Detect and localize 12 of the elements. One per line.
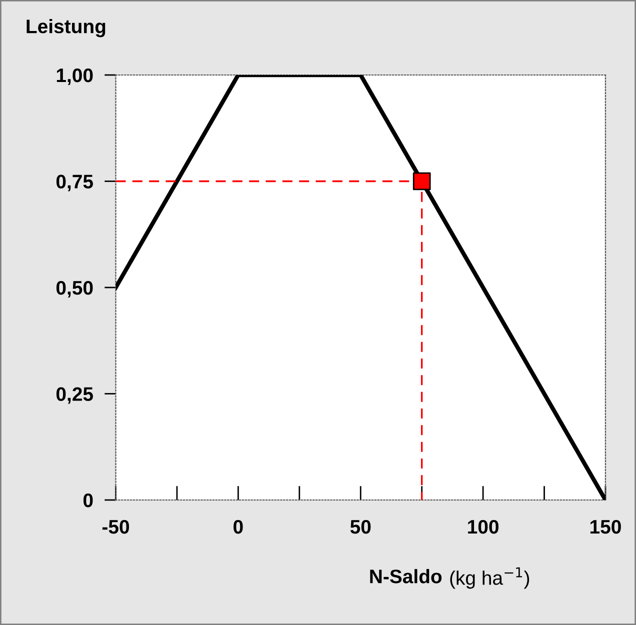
y-tick-label: 1,00 [56, 68, 93, 86]
y-tick-label: 0 [83, 493, 93, 508]
y-tick-label: 0,25 [56, 387, 93, 404]
x-tick-label: -50 [102, 520, 130, 534]
x-axis-title: N-Saldo (kg ha$^{−1}$) [370, 567, 530, 589]
y-tick-label: 0,50 [56, 280, 93, 298]
x-tick-label: 100 [468, 520, 498, 534]
x-tick-label: 0 [234, 520, 243, 534]
x-tick-label: 50 [350, 520, 371, 534]
x-tick-label: 150 [590, 520, 621, 534]
y-tick-label: 0,75 [56, 174, 93, 192]
y-axis-title: Leistung [26, 19, 106, 38]
